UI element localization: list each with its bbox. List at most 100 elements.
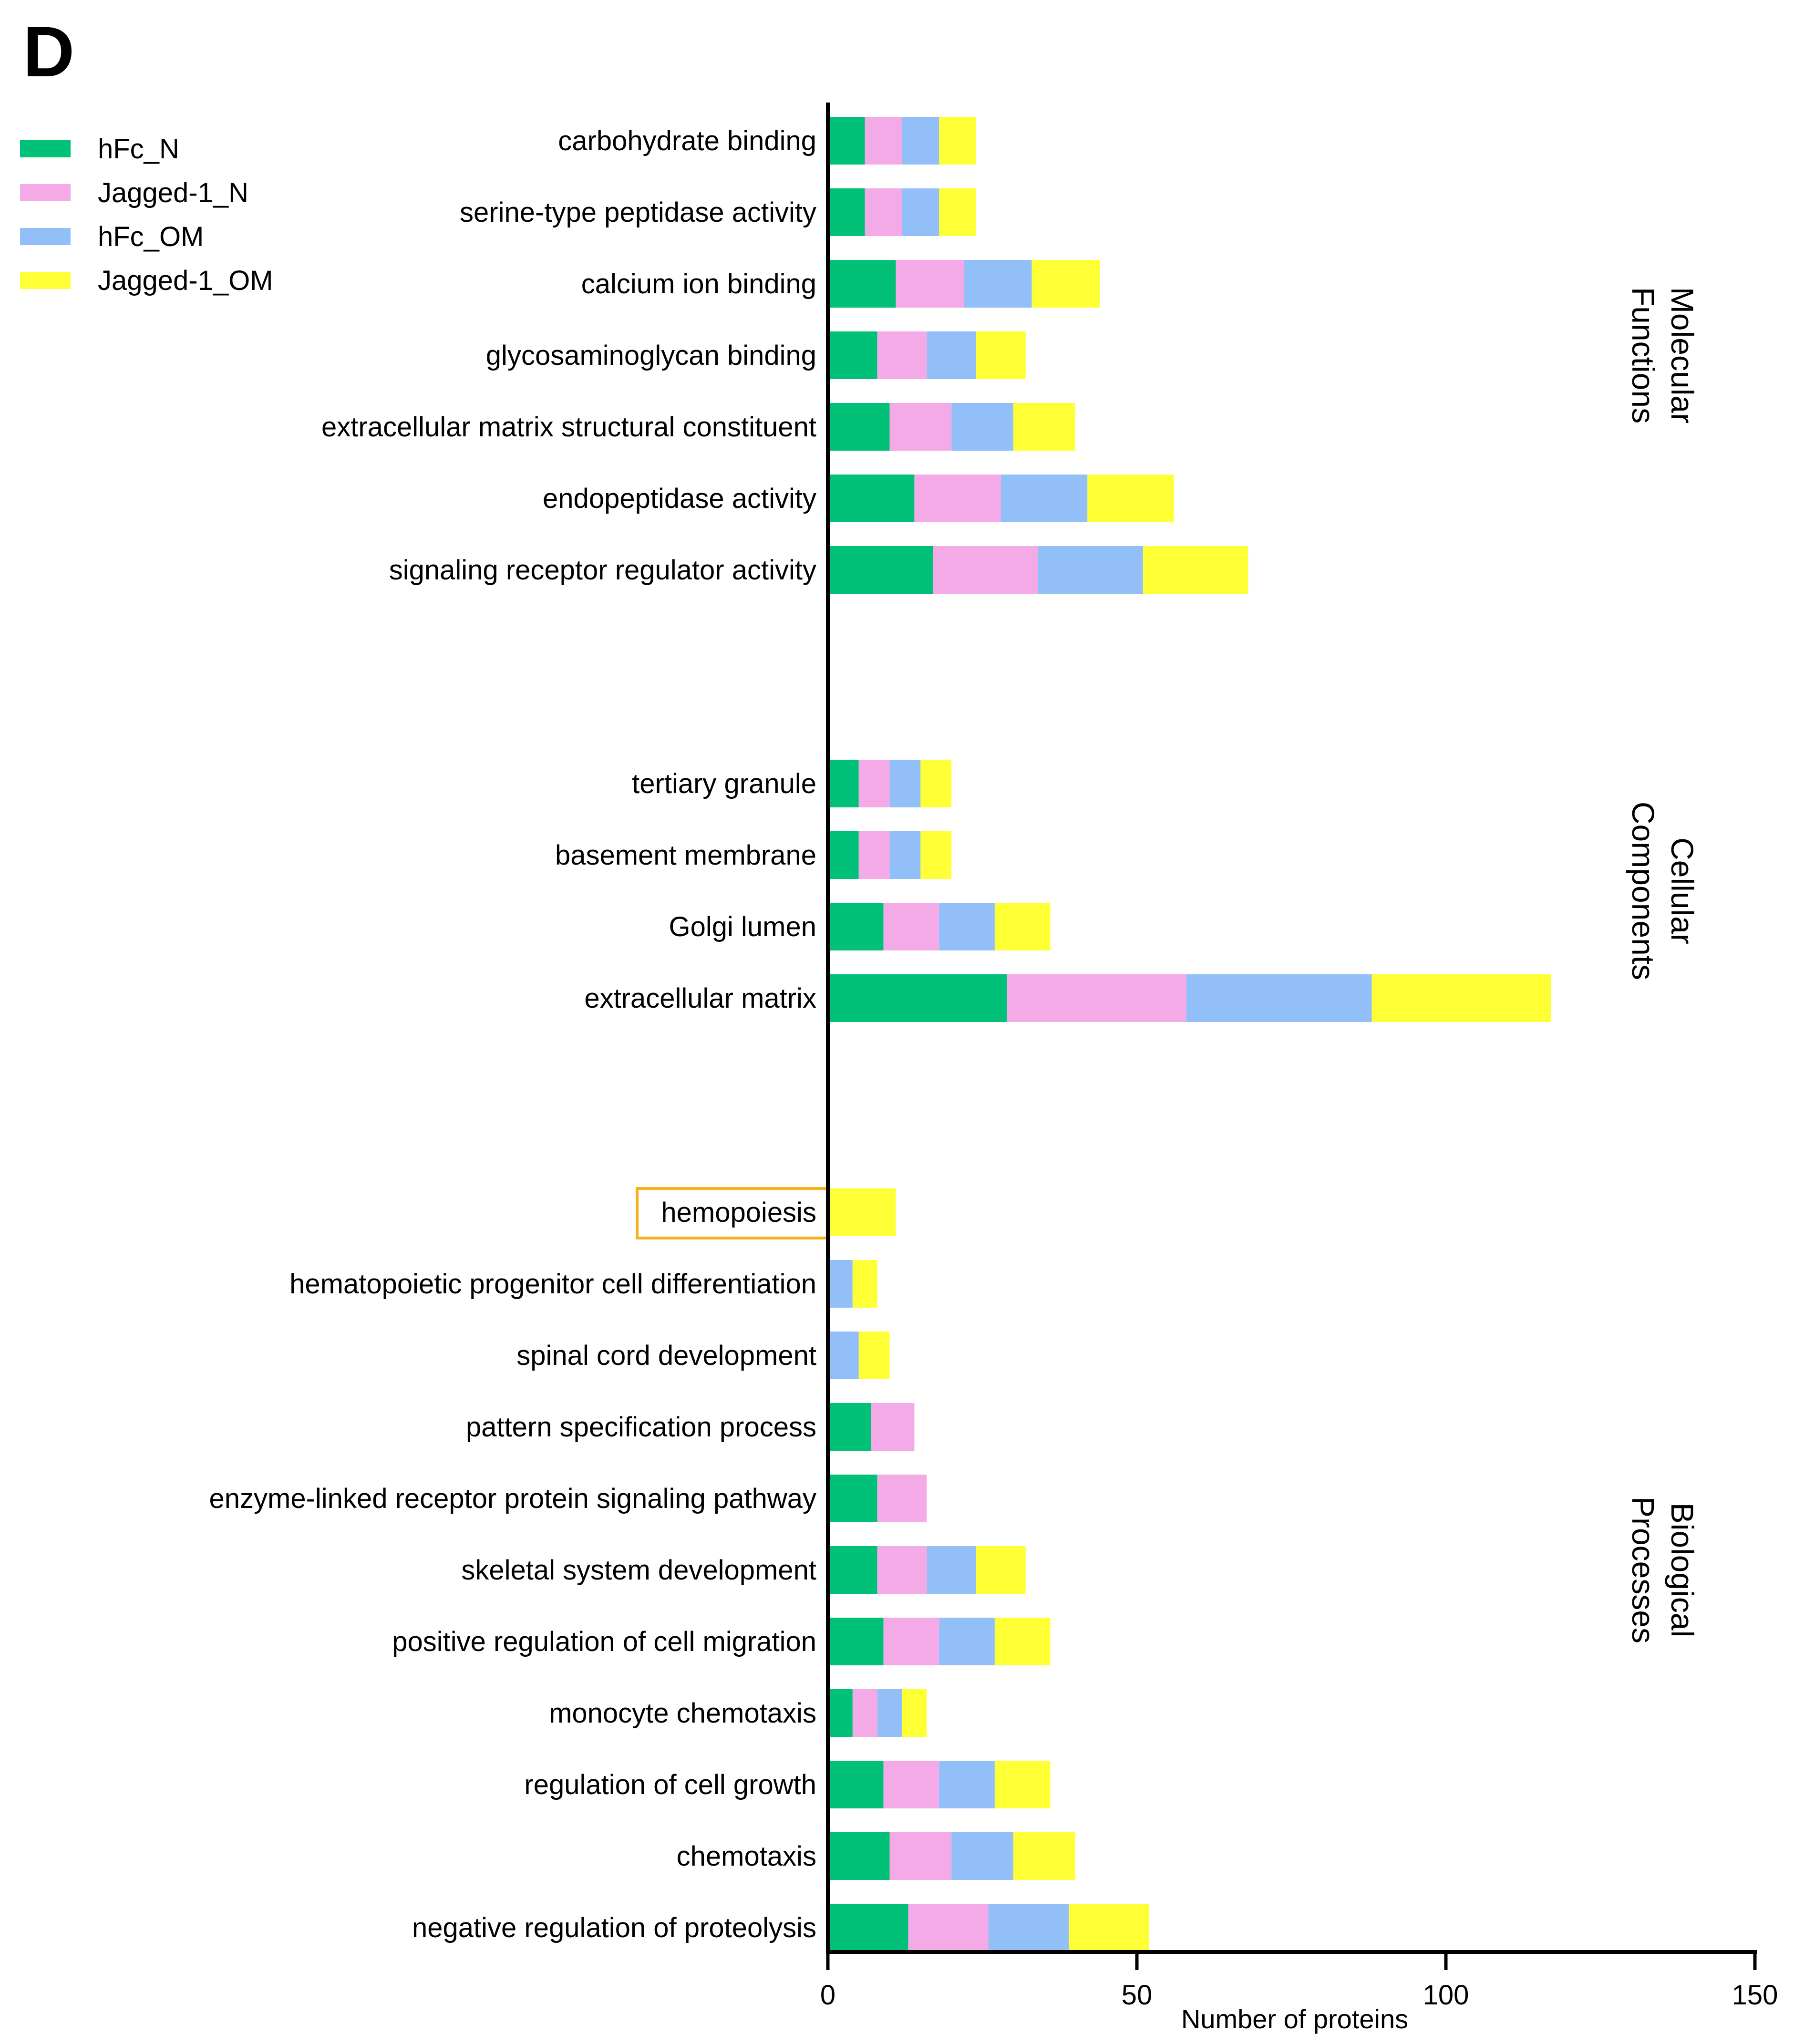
bar-golgi-lumen-jagged-1-om <box>994 903 1051 950</box>
legend-label-jagged-1-om: Jagged-1_OM <box>98 265 273 296</box>
bar-signaling-receptor-regulator-activity-jagged-1-om <box>1143 546 1248 594</box>
bar-chemotaxis-jagged-1-om <box>1013 1832 1075 1880</box>
bar-basement-membrane-hfc-om <box>889 831 921 879</box>
bar-monocyte-chemotaxis-hfc-om <box>877 1689 902 1737</box>
bar-extracellular-matrix-jagged-1-om <box>1371 974 1551 1022</box>
bar-glycosaminoglycan-binding-hfc-n <box>828 331 877 379</box>
legend-swatch-hfc-om <box>20 228 71 245</box>
bar-calcium-ion-binding-jagged-1-n <box>896 260 964 308</box>
bar-serine-type-peptidase-activity-hfc-n <box>828 188 865 236</box>
legend-swatch-jagged-1-n <box>20 184 71 201</box>
x-tick-label-150: 150 <box>1732 1980 1778 2011</box>
bar-extracellular-matrix-structural-constituent-hfc-om <box>951 403 1013 451</box>
category-label-regulation-of-cell-growth: regulation of cell growth <box>524 1769 816 1800</box>
axes: 0 50 100 150 Number of proteins <box>820 103 1778 2034</box>
bar-carbohydrate-binding-jagged-1-om <box>939 117 977 165</box>
bar-spinal-cord-development-jagged-1-om <box>858 1332 890 1379</box>
bar-regulation-of-cell-growth-jagged-1-om <box>994 1761 1051 1808</box>
category-label-basement-membrane: basement membrane <box>555 840 816 871</box>
category-label-chemotaxis: chemotaxis <box>677 1841 816 1872</box>
bar-pattern-specification-process-jagged-1-n <box>871 1403 915 1451</box>
bar-endopeptidase-activity-hfc-n <box>828 475 915 522</box>
bar-negative-regulation-of-proteolysis-hfc-n <box>828 1904 908 1951</box>
category-label-serine-type-peptidase-activity: serine-type peptidase activity <box>460 197 816 228</box>
bar-chemotaxis-hfc-n <box>828 1832 890 1880</box>
category-label-positive-regulation-of-cell-migration: positive regulation of cell migration <box>392 1626 816 1657</box>
category-label-golgi-lumen: Golgi lumen <box>669 911 816 942</box>
bar-enzyme-linked-receptor-protein-signaling-pathway-hfc-n <box>828 1475 877 1522</box>
bar-tertiary-granule-jagged-1-n <box>858 760 890 807</box>
category-label-spinal-cord-development: spinal cord development <box>516 1340 816 1371</box>
category-label-hematopoietic-progenitor-cell-differentiation: hematopoietic progenitor cell differenti… <box>289 1269 816 1300</box>
bar-positive-regulation-of-cell-migration-jagged-1-n <box>883 1618 939 1665</box>
bar-hematopoietic-progenitor-cell-differentiation-hfc-om <box>828 1260 853 1308</box>
bar-skeletal-system-development-jagged-1-n <box>877 1546 927 1594</box>
bar-hemopoiesis-jagged-1-om <box>828 1188 896 1236</box>
bar-serine-type-peptidase-activity-jagged-1-om <box>939 188 977 236</box>
bar-positive-regulation-of-cell-migration-hfc-om <box>939 1618 995 1665</box>
bar-extracellular-matrix-structural-constituent-jagged-1-n <box>889 403 952 451</box>
bar-basement-membrane-jagged-1-n <box>858 831 890 879</box>
bar-endopeptidase-activity-jagged-1-om <box>1087 475 1174 522</box>
bar-basement-membrane-hfc-n <box>828 831 859 879</box>
category-label-extracellular-matrix-structural-constituent: extracellular matrix structural constitu… <box>321 412 816 443</box>
group-label-biological-processes: BiologicalProcesses <box>1626 1497 1700 1643</box>
bar-golgi-lumen-hfc-om <box>939 903 995 950</box>
bar-basement-membrane-jagged-1-om <box>920 831 952 879</box>
bar-calcium-ion-binding-hfc-om <box>964 260 1032 308</box>
bar-extracellular-matrix-hfc-n <box>828 974 1007 1022</box>
category-label-extracellular-matrix: extracellular matrix <box>584 983 816 1014</box>
category-label-hemopoiesis: hemopoiesis <box>661 1197 816 1228</box>
category-label-glycosaminoglycan-binding: glycosaminoglycan binding <box>486 340 816 371</box>
bar-chemotaxis-jagged-1-n <box>889 1832 952 1880</box>
bar-golgi-lumen-hfc-n <box>828 903 884 950</box>
bar-serine-type-peptidase-activity-jagged-1-n <box>865 188 902 236</box>
category-labels: carbohydrate binding serine-type peptidas… <box>209 125 830 1943</box>
category-label-carbohydrate-binding: carbohydrate binding <box>558 125 816 156</box>
x-axis-title: Number of proteins <box>1181 2004 1408 2034</box>
category-label-pattern-specification-process: pattern specification process <box>466 1412 816 1443</box>
bar-signaling-receptor-regulator-activity-hfc-n <box>828 546 933 594</box>
legend-label-hfc-n: hFc_N <box>98 134 179 165</box>
bar-skeletal-system-development-jagged-1-om <box>976 1546 1026 1594</box>
bar-regulation-of-cell-growth-hfc-om <box>939 1761 995 1808</box>
legend: hFc_N Jagged-1_N hFc_OM Jagged-1_OM <box>20 134 273 296</box>
bar-hematopoietic-progenitor-cell-differentiation-jagged-1-om <box>852 1260 877 1308</box>
bar-carbohydrate-binding-jagged-1-n <box>865 117 902 165</box>
bar-calcium-ion-binding-hfc-n <box>828 260 896 308</box>
category-label-skeletal-system-development: skeletal system development <box>461 1555 816 1586</box>
bar-signaling-receptor-regulator-activity-hfc-om <box>1038 546 1143 594</box>
bar-spinal-cord-development-hfc-om <box>828 1332 859 1379</box>
bar-carbohydrate-binding-hfc-om <box>902 117 939 165</box>
category-label-negative-regulation-of-proteolysis: negative regulation of proteolysis <box>412 1912 816 1943</box>
legend-label-hfc-om: hFc_OM <box>98 221 204 252</box>
group-labels: MolecularFunctions CellularComponents Biol… <box>1626 287 1700 1643</box>
x-tick-label-0: 0 <box>820 1980 835 2011</box>
bar-endopeptidase-activity-jagged-1-n <box>914 475 1001 522</box>
panel-label: D <box>23 11 74 92</box>
bar-glycosaminoglycan-binding-hfc-om <box>927 331 977 379</box>
bar-glycosaminoglycan-binding-jagged-1-om <box>976 331 1026 379</box>
bar-carbohydrate-binding-hfc-n <box>828 117 865 165</box>
bar-endopeptidase-activity-hfc-om <box>1000 475 1088 522</box>
bar-tertiary-granule-hfc-n <box>828 760 859 807</box>
group-label-molecular-functions: MolecularFunctions <box>1626 287 1700 423</box>
category-label-enzyme-linked-receptor-protein-signaling-pathway: enzyme-linked receptor protein signaling… <box>209 1483 816 1514</box>
category-label-signaling-receptor-regulator-activity: signaling receptor regulator activity <box>389 555 816 586</box>
bar-skeletal-system-development-hfc-om <box>927 1546 977 1594</box>
bar-regulation-of-cell-growth-jagged-1-n <box>883 1761 939 1808</box>
bar-positive-regulation-of-cell-migration-jagged-1-om <box>994 1618 1051 1665</box>
bar-tertiary-granule-hfc-om <box>889 760 921 807</box>
category-label-tertiary-granule: tertiary granule <box>632 768 816 799</box>
bar-skeletal-system-development-hfc-n <box>828 1546 877 1594</box>
bar-extracellular-matrix-structural-constituent-jagged-1-om <box>1013 403 1075 451</box>
bar-signaling-receptor-regulator-activity-jagged-1-n <box>933 546 1038 594</box>
bar-negative-regulation-of-proteolysis-jagged-1-n <box>908 1904 989 1951</box>
bar-monocyte-chemotaxis-jagged-1-n <box>852 1689 877 1737</box>
bar-pattern-specification-process-hfc-n <box>828 1403 871 1451</box>
bar-negative-regulation-of-proteolysis-jagged-1-om <box>1069 1904 1149 1951</box>
bars <box>828 117 1551 1951</box>
bar-positive-regulation-of-cell-migration-hfc-n <box>828 1618 884 1665</box>
x-tick-label-100: 100 <box>1423 1980 1469 2011</box>
